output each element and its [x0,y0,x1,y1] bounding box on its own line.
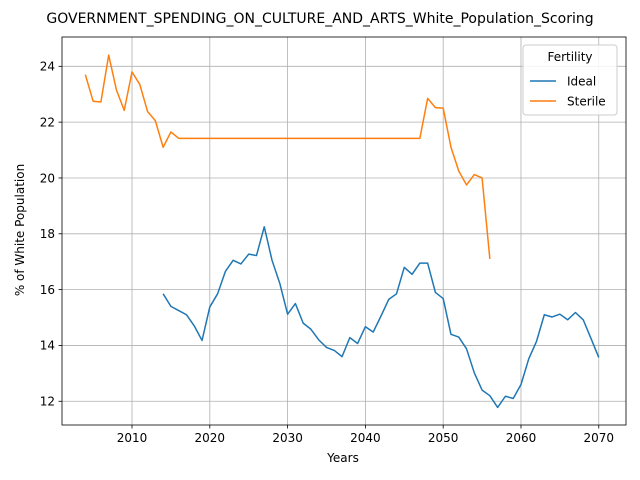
x-axis-label: Years [326,451,359,465]
y-tick-label: 14 [40,339,55,353]
chart-title: GOVERNMENT_SPENDING_ON_CULTURE_AND_ARTS_… [46,11,593,27]
legend-box [522,44,618,116]
legend-items: Ideal Sterile [530,74,606,108]
legend-title: Fertility [547,50,592,64]
y-axis: 12 14 16 18 20 22 24 [40,60,62,409]
y-tick-label: 24 [40,60,55,74]
x-tick-label: 2070 [583,431,614,445]
x-tick-label: 2040 [350,431,381,445]
series-line-ideal [162,226,600,409]
legend: Fertility Ideal Sterile [522,44,618,116]
series-line-sterile [84,54,491,259]
x-axis: 2010 2020 2030 2040 2050 2060 2070 [117,425,614,445]
legend-label-sterile: Sterile [567,94,606,108]
x-tick-label: 2030 [272,431,303,445]
series-layer [84,54,600,409]
y-axis-label: % of White Population [13,164,27,296]
x-tick-label: 2050 [428,431,459,445]
y-tick-label: 16 [40,283,55,297]
legend-label-ideal: Ideal [567,74,596,88]
y-tick-label: 22 [40,115,55,129]
x-tick-label: 2060 [506,431,537,445]
x-tick-label: 2020 [195,431,226,445]
y-tick-label: 12 [40,395,55,409]
x-tick-label: 2010 [117,431,148,445]
plot-frame [61,36,627,426]
y-tick-label: 18 [40,227,55,241]
y-tick-label: 20 [40,171,55,185]
